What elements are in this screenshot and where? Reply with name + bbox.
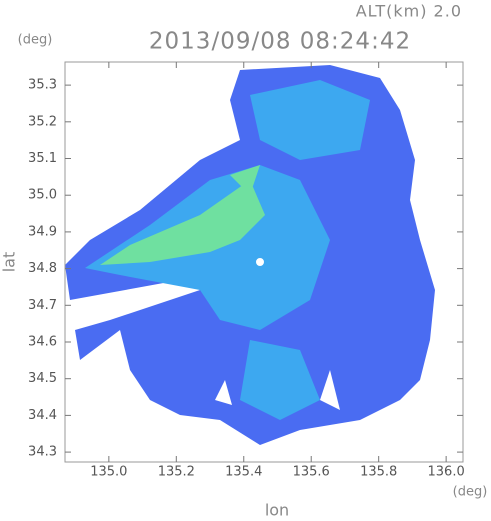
y-tick-label: 35.0 xyxy=(28,188,57,203)
plot-frame xyxy=(64,61,464,463)
y-unit: (deg) xyxy=(18,33,53,48)
y-tick-label: 34.3 xyxy=(28,445,57,460)
x-tick-label: 135.8 xyxy=(360,465,397,480)
y-tick-label: 35.3 xyxy=(28,78,57,93)
y-label: lat xyxy=(0,252,19,273)
y-tick-label: 34.8 xyxy=(28,261,57,276)
x-tick-label: 136.0 xyxy=(428,465,465,480)
y-tick-label: 34.5 xyxy=(28,371,57,386)
x-tick-label: 135.0 xyxy=(90,465,127,480)
y-tick-label: 35.2 xyxy=(28,114,57,129)
x-tick-label: 135.4 xyxy=(225,465,262,480)
y-tick-label: 34.4 xyxy=(28,408,57,423)
altitude-label: ALT(km) 2.0 xyxy=(356,2,462,21)
x-label: lon xyxy=(265,501,289,520)
radar-echo xyxy=(65,65,435,445)
y-tick-label: 34.6 xyxy=(28,335,57,350)
x-tick-label: 135.6 xyxy=(293,465,330,480)
y-tick-label: 34.7 xyxy=(28,298,57,313)
x-unit: (deg) xyxy=(453,485,488,500)
y-tick-label: 34.9 xyxy=(28,224,57,239)
x-tick-label: 135.2 xyxy=(158,465,195,480)
chart-title: 2013/09/08 08:24:42 xyxy=(149,29,411,55)
y-tick-label: 35.1 xyxy=(28,151,57,166)
